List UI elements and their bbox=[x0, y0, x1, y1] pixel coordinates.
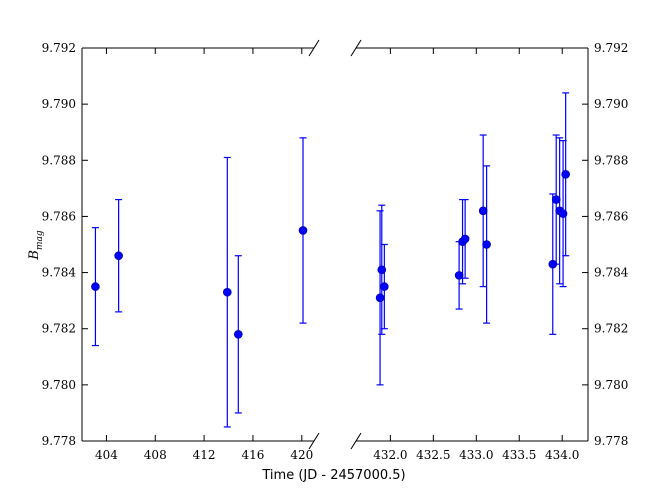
data-point bbox=[561, 170, 570, 179]
x-tick-label: 433.0 bbox=[459, 448, 493, 462]
y-tick-label-right: 9.782 bbox=[594, 322, 628, 336]
x-tick-label: 408 bbox=[144, 448, 167, 462]
y-tick-label-right: 9.786 bbox=[594, 209, 628, 223]
y-tick-label-right: 9.788 bbox=[594, 153, 628, 167]
axis-break-mark bbox=[308, 432, 320, 450]
y-tick-label-right: 9.778 bbox=[594, 434, 628, 448]
data-point bbox=[377, 265, 387, 275]
x-tick-label: 434.0 bbox=[545, 448, 579, 462]
y-tick-label-left: 9.784 bbox=[42, 266, 77, 280]
data-point bbox=[114, 251, 123, 261]
y-tick-label-right: 9.790 bbox=[594, 97, 628, 111]
x-tick-label: 432.0 bbox=[373, 448, 407, 462]
data-point bbox=[478, 206, 488, 216]
y-tick-label-left: 9.782 bbox=[42, 322, 76, 336]
data-point bbox=[380, 282, 389, 291]
axis-break-mark bbox=[350, 39, 362, 57]
y-tick-label-left: 9.786 bbox=[42, 209, 76, 223]
x-tick-label: 404 bbox=[95, 448, 118, 462]
data-point bbox=[460, 234, 470, 244]
x-tick-label: 416 bbox=[241, 448, 264, 462]
y-tick-label-right: 9.780 bbox=[594, 378, 628, 392]
x-tick-label: 432.5 bbox=[416, 448, 450, 462]
y-tick-label-right: 9.792 bbox=[594, 41, 628, 55]
data-point bbox=[548, 259, 558, 269]
tick-labels: 404 408 412 416 420 9.778 9.780 9.782 9.784 9.786… bbox=[42, 41, 629, 462]
y-tick-label-right: 9.784 bbox=[594, 266, 629, 280]
y-tick-label-left: 9.778 bbox=[42, 434, 76, 448]
data-point bbox=[482, 240, 491, 249]
data-point bbox=[551, 195, 561, 204]
y-tick-label-left: 9.788 bbox=[42, 153, 76, 167]
y-tick-label-left: 9.792 bbox=[42, 41, 76, 55]
y-tick-label-left: 9.790 bbox=[42, 97, 76, 111]
data-point bbox=[233, 330, 243, 339]
x-tick-label: 412 bbox=[193, 448, 216, 462]
y-axis-label-subscript: mag bbox=[35, 230, 45, 250]
axis-ticks bbox=[82, 47, 588, 442]
data-points bbox=[91, 170, 570, 339]
data-point bbox=[223, 287, 232, 297]
axis-break-mark bbox=[308, 39, 320, 57]
x-tick-label: 433.5 bbox=[502, 448, 536, 462]
y-tick-label-left: 9.780 bbox=[42, 378, 76, 392]
data-point bbox=[91, 282, 100, 291]
y-axis-label-main: B bbox=[27, 250, 42, 261]
data-point bbox=[558, 209, 568, 218]
data-point bbox=[454, 271, 464, 280]
data-point bbox=[298, 226, 308, 235]
axes-frames bbox=[81, 39, 589, 450]
x-tick-label: 420 bbox=[290, 448, 313, 462]
data-point bbox=[375, 293, 385, 303]
y-axis-label: Bmag bbox=[27, 230, 45, 260]
x-axis-label: Time (JD - 2457000.5) bbox=[261, 468, 405, 483]
axis-break-mark bbox=[350, 432, 362, 450]
error-bars bbox=[91, 92, 570, 428]
